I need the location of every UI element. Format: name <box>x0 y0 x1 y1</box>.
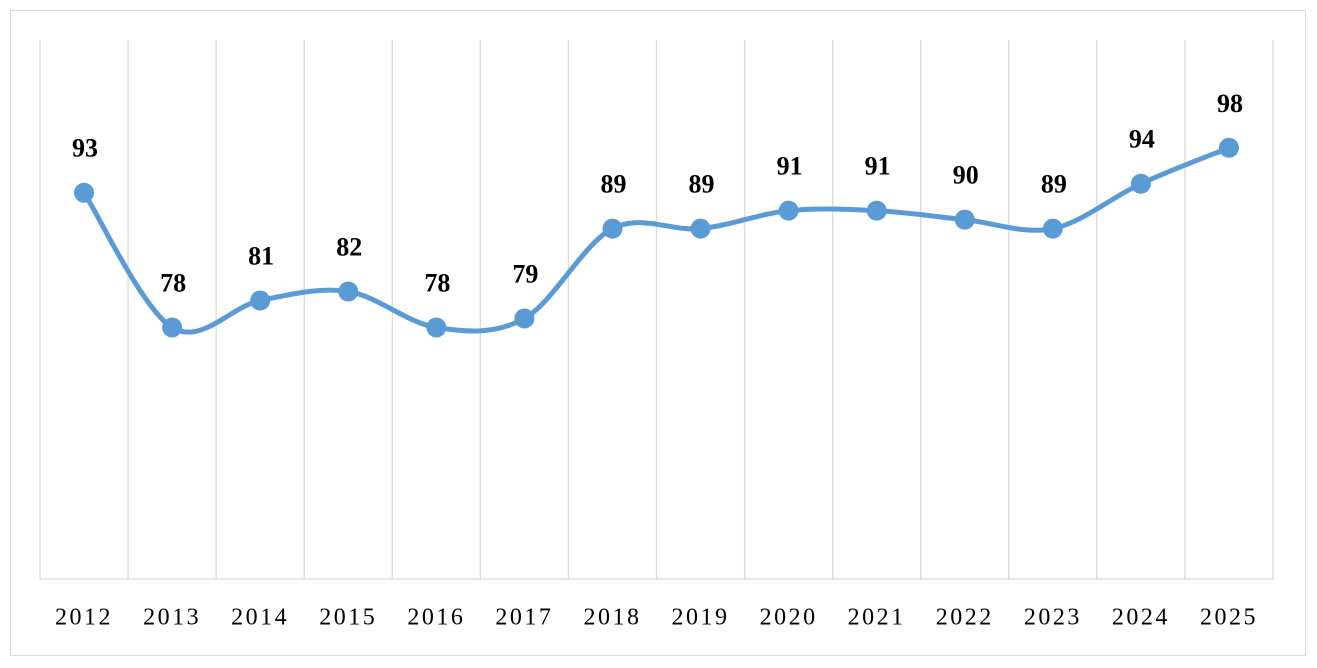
x-tick-label: 2013 <box>143 605 201 631</box>
x-tick-label: 2024 <box>1112 605 1170 631</box>
marker <box>250 290 271 311</box>
marker <box>602 218 623 239</box>
x-tick-label: 2012 <box>55 605 113 631</box>
x-tick-label: 2025 <box>1200 605 1258 631</box>
data-label: 79 <box>512 259 538 288</box>
data-label: 89 <box>1041 170 1067 199</box>
x-tick-label: 2014 <box>231 605 289 631</box>
data-label: 89 <box>689 170 715 199</box>
marker <box>426 317 447 338</box>
data-label: 90 <box>953 161 979 190</box>
x-tick-label: 2019 <box>672 605 730 631</box>
x-tick-label: 2016 <box>407 605 465 631</box>
x-tick-label: 2021 <box>848 605 906 631</box>
marker <box>1042 218 1063 239</box>
chart-border <box>10 10 1306 656</box>
data-label: 78 <box>424 268 450 297</box>
marker <box>778 200 799 221</box>
x-tick-label: 2023 <box>1024 605 1082 631</box>
data-label: 91 <box>865 152 891 181</box>
marker <box>1130 173 1151 194</box>
data-label: 98 <box>1217 89 1243 118</box>
marker <box>866 200 887 221</box>
data-label: 93 <box>72 134 98 163</box>
data-label: 81 <box>248 241 274 270</box>
marker <box>338 281 359 302</box>
marker <box>690 218 711 239</box>
x-tick-label: 2015 <box>319 605 377 631</box>
x-tick-label: 2017 <box>495 605 553 631</box>
data-label: 94 <box>1129 125 1155 154</box>
x-tick-label: 2020 <box>760 605 818 631</box>
marker <box>162 317 183 338</box>
x-tick-label: 2022 <box>936 605 994 631</box>
marker <box>1218 137 1239 158</box>
marker <box>514 308 535 329</box>
data-label: 89 <box>600 170 626 199</box>
data-label: 78 <box>160 268 186 297</box>
marker <box>954 209 975 230</box>
marker <box>74 182 95 203</box>
data-label: 82 <box>336 233 362 262</box>
data-label: 91 <box>777 152 803 181</box>
x-tick-label: 2018 <box>583 605 641 631</box>
